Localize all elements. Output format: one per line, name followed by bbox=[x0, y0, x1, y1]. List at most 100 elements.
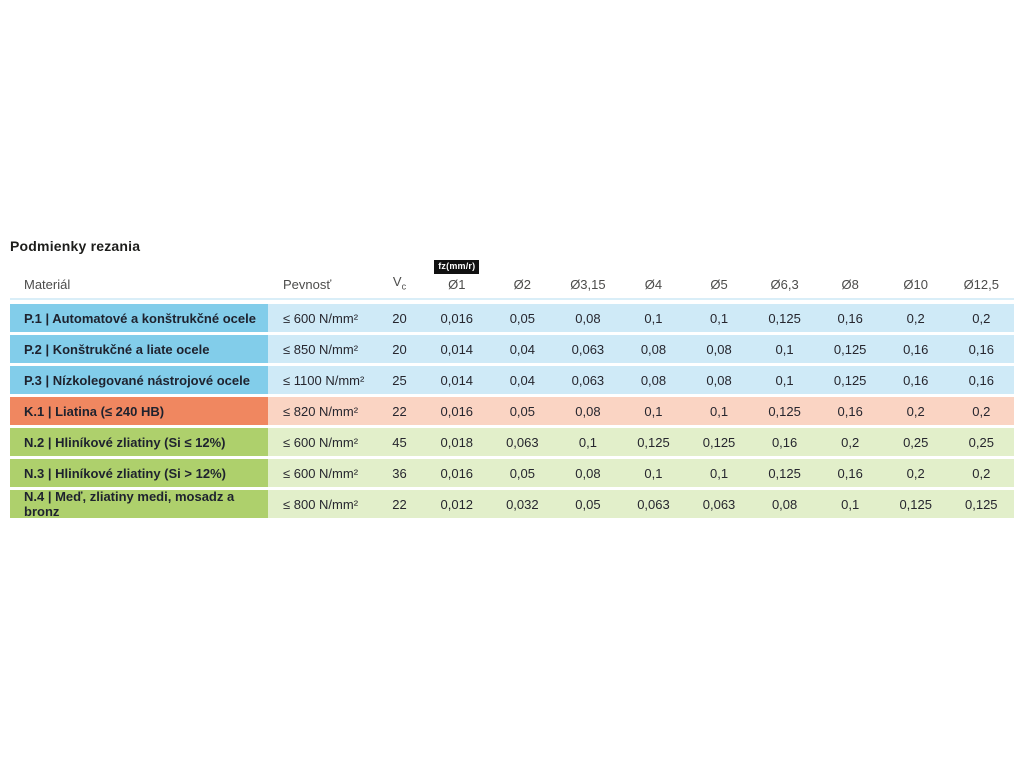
feed-cell: 0,125 bbox=[702, 434, 736, 450]
feed-cell: 0,018 bbox=[440, 434, 474, 450]
header-cell-d5: Ø5 bbox=[686, 277, 752, 292]
header-label-d3: Ø3,15 bbox=[570, 277, 606, 292]
vc-cell: 22 bbox=[392, 403, 407, 419]
feed-cell: 0,1 bbox=[578, 434, 597, 450]
feed-cell: 0,063 bbox=[571, 372, 605, 388]
vc-cell: 20 bbox=[392, 310, 407, 326]
section-title: Podmienky rezania bbox=[10, 238, 141, 254]
feed-cell: 0,08 bbox=[575, 465, 601, 481]
header-label-d9: Ø12,5 bbox=[963, 277, 999, 292]
feed-cell: 0,08 bbox=[640, 341, 667, 357]
vc-subscript: c bbox=[401, 282, 407, 292]
vc-cell: 45 bbox=[392, 434, 407, 450]
feed-cell: 0,063 bbox=[702, 496, 736, 512]
feed-cell: 0,16 bbox=[837, 465, 863, 481]
feed-cell: 0,125 bbox=[768, 403, 801, 419]
feed-cell: 0,25 bbox=[903, 434, 929, 450]
feed-cell: 0,125 bbox=[833, 341, 867, 357]
table-row: K.1 | Liatina (≤ 240 HB) ≤ 820 N/mm² 22 … bbox=[10, 397, 1014, 425]
feed-cell: 0,016 bbox=[440, 403, 474, 419]
header-label-d5: Ø5 bbox=[710, 277, 728, 292]
feed-cell: 0,16 bbox=[837, 310, 863, 326]
feed-cell: 0,1 bbox=[709, 465, 729, 481]
feed-cell: 0,063 bbox=[506, 434, 539, 450]
pevnost-cell: ≤ 800 N/mm² bbox=[283, 496, 359, 512]
feed-cell: 0,05 bbox=[509, 310, 535, 326]
vc-cell: 25 bbox=[392, 372, 407, 388]
header-cell-pevnost: Pevnosť bbox=[283, 277, 332, 292]
pevnost-cell: ≤ 600 N/mm² bbox=[283, 434, 359, 450]
material-cell: N.4 | Meď, zliatiny medi, mosadz a bronz bbox=[10, 489, 268, 519]
feed-cell: 0,16 bbox=[771, 434, 798, 450]
feed-cell: 0,2 bbox=[972, 403, 991, 419]
feed-cell: 0,063 bbox=[637, 496, 670, 512]
feed-cell: 0,16 bbox=[968, 341, 994, 357]
vc-label: V bbox=[392, 274, 402, 290]
feed-cell: 0,08 bbox=[575, 403, 601, 419]
feed-cell: 0,16 bbox=[903, 372, 929, 388]
feed-cell: 0,04 bbox=[509, 341, 535, 357]
table-row: P.2 | Konštrukčné a liate ocele ≤ 850 N/… bbox=[10, 335, 1014, 363]
feed-cell: 0,05 bbox=[509, 403, 535, 419]
header-cell-vc: Vc bbox=[375, 274, 424, 292]
header-cell-d7: Ø8 bbox=[817, 277, 883, 292]
feed-cell: 0,2 bbox=[972, 310, 991, 326]
feed-cell: 0,014 bbox=[440, 372, 474, 388]
header-label-d8: Ø10 bbox=[903, 277, 928, 292]
table-row: N.3 | Hliníkové zliatiny (Si > 12%) ≤ 60… bbox=[10, 459, 1014, 487]
material-cell: P.3 | Nízkolegované nástrojové ocele bbox=[10, 366, 268, 394]
feed-cell: 0,032 bbox=[506, 496, 539, 512]
feed-cell: 0,08 bbox=[575, 310, 601, 326]
feed-cell: 0,125 bbox=[768, 465, 801, 481]
pevnost-cell: ≤ 850 N/mm² bbox=[283, 341, 359, 357]
feed-cell: 0,08 bbox=[706, 372, 732, 388]
material-cell: P.2 | Konštrukčné a liate ocele bbox=[10, 335, 268, 363]
header-label-d2: Ø2 bbox=[513, 277, 532, 292]
table-row: N.4 | Meď, zliatiny medi, mosadz a bronz… bbox=[10, 489, 1014, 519]
material-cell: P.1 | Automatové a konštrukčné ocele bbox=[10, 304, 268, 332]
feed-cell: 0,2 bbox=[906, 465, 925, 481]
pevnost-cell: ≤ 600 N/mm² bbox=[283, 310, 359, 326]
header-cell-d8: Ø10 bbox=[883, 277, 949, 292]
header-label-d1: Ø1 bbox=[448, 277, 466, 292]
feed-unit-badge: fz(mm/r) bbox=[434, 260, 480, 274]
feed-cell: 0,125 bbox=[899, 496, 932, 512]
feed-cell: 0,08 bbox=[640, 372, 667, 388]
feed-cell: 0,012 bbox=[440, 496, 474, 512]
feed-cell: 0,08 bbox=[771, 496, 798, 512]
feed-cell: 0,014 bbox=[440, 341, 474, 357]
header-label-d6: Ø6,3 bbox=[770, 277, 799, 292]
feed-cell: 0,1 bbox=[644, 310, 663, 326]
feed-cell: 0,1 bbox=[709, 310, 729, 326]
feed-cell: 0,25 bbox=[968, 434, 994, 450]
feed-cell: 0,16 bbox=[903, 341, 929, 357]
feed-cell: 0,16 bbox=[837, 403, 863, 419]
cutting-conditions-table: Materiál Pevnosť Vc fz(mm/r) Ø1 Ø2 Ø3,15… bbox=[10, 260, 1014, 521]
material-cell: N.3 | Hliníkové zliatiny (Si > 12%) bbox=[10, 459, 268, 487]
feed-cell: 0,125 bbox=[833, 372, 867, 388]
feed-cell: 0,2 bbox=[906, 310, 925, 326]
table-body: P.1 | Automatové a konštrukčné ocele ≤ 6… bbox=[10, 304, 1014, 519]
feed-cell: 0,1 bbox=[841, 496, 860, 512]
material-cell: K.1 | Liatina (≤ 240 HB) bbox=[10, 397, 268, 425]
feed-cell: 0,1 bbox=[644, 465, 663, 481]
table-row: P.1 | Automatové a konštrukčné ocele ≤ 6… bbox=[10, 304, 1014, 332]
feed-cell: 0,1 bbox=[775, 372, 794, 388]
feed-cell: 0,2 bbox=[906, 403, 925, 419]
feed-cell: 0,04 bbox=[509, 372, 535, 388]
feed-cell: 0,016 bbox=[440, 310, 474, 326]
material-cell: N.2 | Hliníkové zliatiny (Si ≤ 12%) bbox=[10, 428, 268, 456]
header-cell-d1: fz(mm/r) Ø1 bbox=[424, 260, 490, 292]
feed-cell: 0,05 bbox=[509, 465, 535, 481]
pevnost-cell: ≤ 820 N/mm² bbox=[283, 403, 359, 419]
feed-cell: 0,125 bbox=[768, 310, 801, 326]
table-row: P.3 | Nízkolegované nástrojové ocele ≤ 1… bbox=[10, 366, 1014, 394]
vc-cell: 22 bbox=[392, 496, 407, 512]
vc-cell: 36 bbox=[392, 465, 407, 481]
pevnost-cell: ≤ 600 N/mm² bbox=[283, 465, 359, 481]
feed-cell: 0,05 bbox=[575, 496, 601, 512]
feed-cell: 0,2 bbox=[841, 434, 860, 450]
header-cell-d9: Ø12,5 bbox=[949, 277, 1015, 292]
table-header-row: Materiál Pevnosť Vc fz(mm/r) Ø1 Ø2 Ø3,15… bbox=[10, 260, 1014, 300]
